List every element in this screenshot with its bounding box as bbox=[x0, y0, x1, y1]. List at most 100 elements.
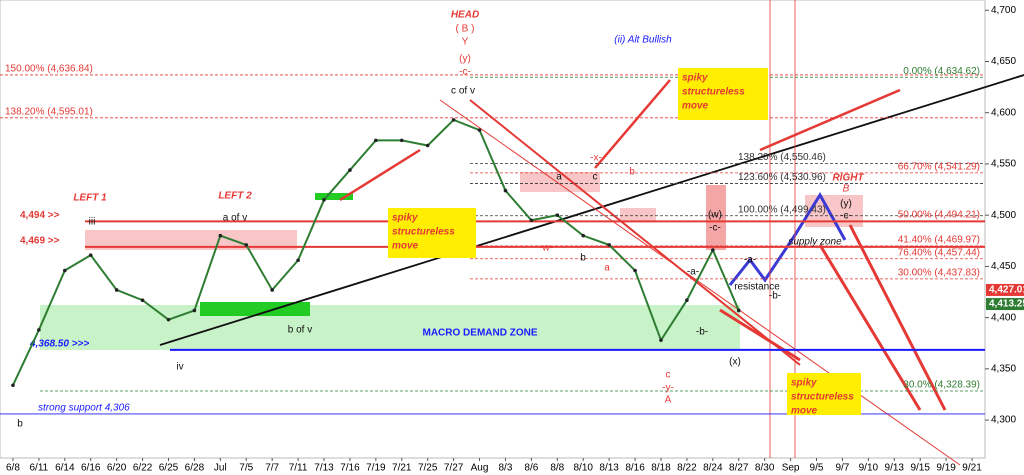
x-tick-label: 7/13 bbox=[314, 463, 334, 474]
annotation: -a- bbox=[744, 255, 756, 266]
x-tick-label: Jul bbox=[214, 463, 227, 474]
price-point bbox=[270, 288, 274, 292]
x-tick-label: 7/11 bbox=[289, 463, 308, 474]
annotation: iv bbox=[176, 362, 183, 373]
price-point bbox=[244, 243, 249, 247]
price-point bbox=[296, 258, 300, 263]
price-point bbox=[529, 218, 534, 223]
annotation: LEFT 2 bbox=[218, 191, 252, 202]
price-tag bbox=[986, 298, 1024, 311]
callout-box bbox=[787, 373, 861, 415]
x-tick-label: 6/20 bbox=[107, 463, 127, 474]
annotation: -y- bbox=[662, 383, 674, 394]
projection bbox=[818, 244, 922, 411]
annotation: MACRO DEMAND ZONE bbox=[423, 328, 538, 339]
level-label: 123.60% (4,530.96) bbox=[738, 172, 826, 183]
annotation: iii bbox=[89, 217, 96, 228]
level-label: 138.20% (4,550.46) bbox=[738, 152, 826, 163]
projection bbox=[719, 308, 801, 362]
supply-box bbox=[620, 208, 656, 222]
annotation: -x- bbox=[590, 153, 602, 164]
trend-line bbox=[159, 74, 1024, 346]
annotation: supply zone bbox=[788, 237, 842, 248]
demand-zone bbox=[40, 305, 740, 350]
y-tick-label: 4,550 bbox=[991, 159, 1016, 170]
x-tick-label: 9/5 bbox=[810, 463, 824, 474]
callout-text: structureless bbox=[682, 87, 745, 98]
annotation: LEFT 1 bbox=[73, 193, 107, 204]
x-tick-label: 8/13 bbox=[599, 463, 619, 474]
x-tick-label: 7/5 bbox=[239, 463, 253, 474]
level-label: 41.40% (4,469.97) bbox=[898, 235, 980, 246]
x-tick-label: 9/10 bbox=[859, 463, 879, 474]
annotation: -w- bbox=[539, 243, 553, 254]
demand-box bbox=[200, 302, 310, 316]
callout-text: spiky bbox=[392, 213, 418, 224]
projection bbox=[759, 88, 901, 152]
price-point bbox=[192, 308, 197, 313]
level-label: 30.0% (4,328.39) bbox=[903, 380, 980, 391]
callout-text: spiky bbox=[791, 378, 817, 389]
level-label: 150.00% (4,636.84) bbox=[5, 64, 93, 75]
annotation: HEAD bbox=[451, 10, 479, 21]
y-tick-label: 4,650 bbox=[991, 56, 1016, 67]
annotation: a bbox=[604, 263, 610, 274]
annotation: a of v bbox=[223, 213, 247, 224]
price-point bbox=[736, 308, 741, 313]
price-point bbox=[374, 138, 378, 143]
x-tick-label: 7/21 bbox=[392, 463, 412, 474]
level-label: 50.00% (4,494.21) bbox=[898, 210, 980, 221]
annotation: (y) bbox=[459, 54, 471, 65]
annotation: -a- bbox=[687, 267, 699, 278]
x-tick-label: 9/15 bbox=[910, 463, 930, 474]
annotation: Y bbox=[462, 37, 469, 48]
annotation: c of v bbox=[451, 86, 475, 97]
projection bbox=[848, 224, 947, 411]
level-label: 30.00% (4,437.83) bbox=[898, 268, 980, 279]
price-point bbox=[581, 233, 586, 238]
x-tick-label: 7/16 bbox=[340, 463, 360, 474]
annotation: b bbox=[580, 253, 586, 264]
price-point bbox=[37, 328, 41, 332]
x-tick-label: 9/19 bbox=[936, 463, 956, 474]
x-tick-label: 6/28 bbox=[185, 463, 205, 474]
projection bbox=[594, 79, 671, 169]
y-tick-label: 4,600 bbox=[991, 107, 1016, 118]
x-tick-label: Aug bbox=[471, 463, 489, 474]
price-point bbox=[114, 288, 119, 292]
y-tick-label: 4,500 bbox=[991, 210, 1016, 221]
level-label: strong support 4,306 bbox=[38, 403, 130, 414]
x-tick-label: 8/30 bbox=[755, 463, 775, 474]
x-tick-label: 7/7 bbox=[265, 463, 279, 474]
price-point bbox=[451, 118, 456, 122]
price-tag bbox=[986, 283, 1024, 296]
y-tick-label: 4,300 bbox=[991, 415, 1016, 426]
demand-box bbox=[315, 193, 353, 200]
annotation: -b- bbox=[769, 291, 781, 302]
annotation: resistance bbox=[734, 282, 780, 293]
x-tick-label: Sep bbox=[782, 463, 800, 474]
x-tick-label: 9/7 bbox=[835, 463, 849, 474]
callout-box bbox=[388, 208, 476, 258]
y-tick-label: 4,700 bbox=[991, 5, 1016, 16]
level-label: 4,368.50 >>> bbox=[29, 339, 89, 350]
projection bbox=[339, 148, 421, 202]
x-tick-label: 7/19 bbox=[366, 463, 386, 474]
x-tick-label: 6/16 bbox=[81, 463, 101, 474]
callout-text: spiky bbox=[682, 73, 708, 84]
callout-box bbox=[678, 68, 768, 120]
level-label: 76.40% (4,457.44) bbox=[898, 247, 980, 258]
annotation: (ii) Alt Bullish bbox=[614, 35, 672, 46]
callout-text: move bbox=[682, 101, 709, 112]
annotation: RIGHT bbox=[832, 173, 864, 184]
level-label: 4,469 >> bbox=[20, 236, 60, 247]
annotation: c bbox=[666, 370, 671, 381]
price-tag-label: 4,427.01 bbox=[989, 285, 1024, 296]
x-tick-label: 6/14 bbox=[55, 463, 75, 474]
annotation: -c- bbox=[459, 67, 471, 78]
x-tick-label: 7/27 bbox=[444, 463, 464, 474]
trend-line bbox=[439, 99, 961, 466]
x-tick-label: 8/22 bbox=[677, 463, 697, 474]
level-label: 66.70% (4,541.29) bbox=[898, 162, 980, 173]
